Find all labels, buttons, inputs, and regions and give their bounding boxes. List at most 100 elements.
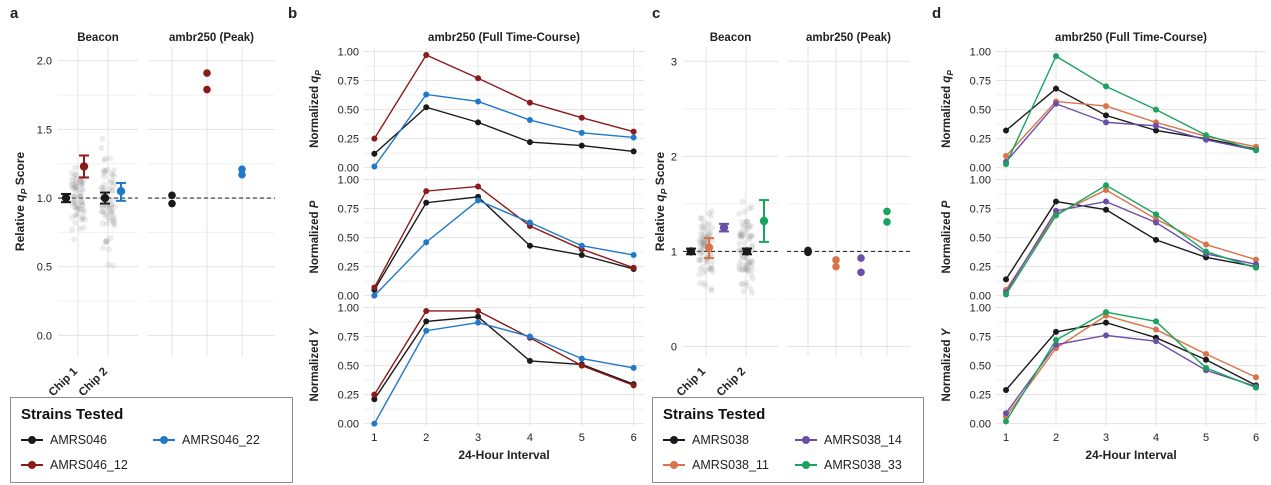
data-point (1203, 241, 1209, 248)
data-point (526, 99, 533, 106)
jitter-point (742, 222, 749, 229)
jitter-point (78, 198, 85, 205)
jitter-point (706, 210, 713, 217)
data-point (578, 142, 585, 149)
jitter-point (737, 229, 744, 236)
data-point (526, 219, 533, 226)
jitter-point (699, 253, 706, 260)
peak-point (168, 191, 176, 200)
jitter-point (109, 187, 116, 194)
jitter-point (107, 179, 114, 186)
y-tick-label: 0.50 (338, 233, 359, 245)
jitter-point (698, 215, 705, 222)
jitter-point (71, 198, 78, 205)
data-point (578, 362, 585, 369)
data-point (578, 355, 585, 362)
data-point (1253, 384, 1259, 391)
jitter-point (745, 259, 752, 266)
y-tick-label: 1.00 (338, 174, 359, 186)
data-point (475, 319, 482, 326)
data-point (371, 150, 378, 157)
y-tick-label: 0.50 (338, 361, 359, 373)
jitter-point (746, 236, 753, 243)
jitter-point (696, 271, 703, 278)
data-point (1203, 132, 1209, 139)
jitter-point (103, 203, 110, 210)
x-tick-label: 5 (579, 432, 585, 444)
data-point (630, 264, 637, 271)
jitter-point (696, 257, 703, 264)
y-tick-label: 1.00 (338, 46, 359, 58)
legend-title: Strains Tested (21, 406, 124, 423)
data-point (578, 242, 585, 249)
data-point (1103, 182, 1109, 189)
jitter-point (747, 285, 754, 292)
jitter-point (99, 220, 106, 227)
jitter-point (110, 219, 117, 226)
jitter-point (104, 205, 111, 212)
legend-label: AMRS038_33 (824, 458, 902, 472)
jitter-point (78, 193, 85, 200)
y-tick-label: 0.75 (970, 76, 991, 88)
data-point (1153, 122, 1159, 129)
jitter-point (77, 178, 84, 185)
jitter-point (708, 265, 715, 272)
jitter-point (70, 236, 77, 243)
jitter-point (736, 266, 743, 273)
jitter-point (701, 280, 708, 287)
jitter-point (109, 208, 116, 215)
y-tick-label: 1.00 (970, 174, 991, 186)
jitter-point (77, 190, 84, 197)
jitter-point (78, 186, 85, 193)
data-point (475, 183, 482, 190)
jitter-point (696, 256, 703, 263)
jitter-point (106, 185, 113, 192)
peak-point (168, 199, 176, 208)
jitter-point (101, 208, 108, 215)
jitter-point (697, 245, 704, 252)
jitter-point (108, 207, 115, 214)
panel-label: b (288, 5, 297, 22)
panel-label: d (932, 5, 941, 22)
jitter-point (73, 176, 80, 183)
data-point (423, 188, 430, 195)
peak-point (857, 268, 865, 277)
jitter-point (738, 233, 745, 240)
y-tick-label: 0 (671, 341, 677, 353)
series-line (373, 106, 634, 155)
series-line (373, 199, 634, 297)
jitter-point (736, 240, 743, 247)
jitter-point (105, 261, 112, 268)
jitter-point (696, 237, 703, 244)
jitter-point (103, 220, 110, 227)
data-point (423, 318, 430, 325)
data-point (1003, 418, 1009, 425)
jitter-point (702, 282, 709, 289)
y-tick-label: 0.75 (970, 204, 991, 216)
jitter-point (69, 184, 76, 191)
data-point (423, 307, 430, 314)
data-point (371, 292, 378, 299)
series-line (1005, 87, 1257, 150)
data-point (526, 333, 533, 340)
facet-title: ambr250 (Peak) (806, 32, 891, 44)
jitter-point (736, 248, 743, 255)
jitter-point (80, 206, 87, 213)
jitter-point (101, 181, 108, 188)
mean-point (704, 243, 714, 252)
data-point (1203, 356, 1209, 363)
jitter-point (709, 268, 716, 275)
x-tick-label: 4 (527, 432, 533, 444)
jitter-point (81, 209, 88, 216)
data-point (371, 420, 378, 427)
series-line (1005, 102, 1257, 163)
x-tick-label: Chip 2 (715, 366, 748, 399)
jitter-point (106, 217, 113, 224)
jitter-point (699, 242, 706, 249)
y-axis-label: Normalized Y (941, 327, 953, 401)
data-point (1153, 318, 1159, 325)
series-line (1005, 314, 1257, 418)
jitter-point (707, 229, 714, 236)
legend-label: AMRS046_12 (50, 458, 128, 472)
legend-key (795, 459, 817, 471)
